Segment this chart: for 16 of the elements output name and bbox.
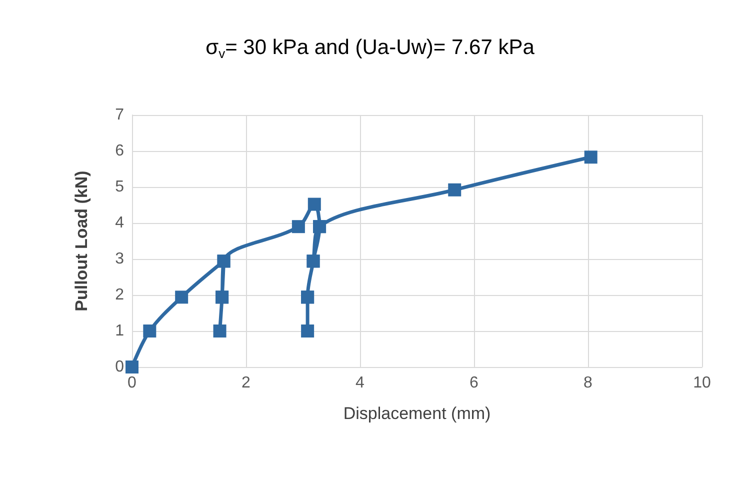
- x-tick-label: 2: [242, 374, 251, 392]
- y-axis-title: Pullout Load (kN): [72, 170, 91, 312]
- x-tick-label: 8: [584, 374, 593, 392]
- y-tick-label: 4: [115, 214, 124, 232]
- x-tick-label: 4: [356, 374, 365, 392]
- y-tick-label: 6: [115, 142, 124, 160]
- y-tick-label: 7: [115, 106, 124, 124]
- y-tick-label: 5: [115, 178, 124, 196]
- y-tick-label: 0: [115, 358, 124, 376]
- y-tick-label: 2: [115, 286, 124, 304]
- x-tick-label: 6: [470, 374, 479, 392]
- x-tick-label: 0: [128, 374, 137, 392]
- y-tick-label: 1: [115, 322, 124, 340]
- y-tick-label: 3: [115, 250, 124, 268]
- x-tick-label: 10: [693, 374, 711, 392]
- x-axis-title: Displacement (mm): [343, 404, 491, 423]
